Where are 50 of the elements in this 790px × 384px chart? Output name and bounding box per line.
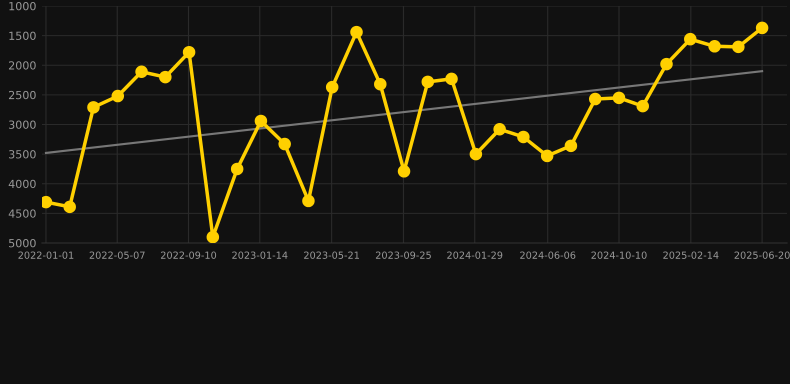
y-tick-label: 2000 [8,61,36,70]
y-tick-label: 1500 [9,32,36,40]
x-tick-label: 2024-10-10 [591,252,647,259]
point [422,76,434,88]
x-tick-label: 2023-01-14 [232,252,288,259]
y-tick-label: 4000 [8,180,36,188]
x-tick-label: 2024-06-06 [520,252,576,259]
point [326,80,338,94]
y-tick-label: 1000 [9,2,36,10]
point [612,92,626,104]
x-tick-label: 2023-09-25 [376,252,431,259]
point [230,162,244,176]
point [493,122,506,136]
point [732,40,745,54]
point [206,230,220,243]
point [517,130,530,144]
point [540,150,554,162]
y-tick-label: 4500 [8,209,36,218]
x-tick-label: 2022-01-01 [18,252,74,259]
point [588,92,602,106]
point [564,140,578,152]
point [660,58,673,70]
point [302,194,315,208]
point [159,70,172,84]
point [87,101,100,114]
y-tick-label: 2500 [8,90,36,100]
point [135,66,148,78]
x-tick-label: 2022-05-07 [90,252,145,259]
point [708,40,721,53]
point [398,165,410,178]
x-tick-label: 2025-06-20 [734,252,790,259]
point [756,22,768,34]
point [636,100,649,112]
point [374,78,387,90]
point [470,148,482,160]
y-tick-label: 5000 [9,238,36,248]
x-tick-label: 2023-05-21 [304,252,359,259]
x-tick-label: 2024-01-29 [447,252,502,259]
point [254,114,268,128]
y-tick-label: 3500 [9,150,36,159]
point [63,200,76,214]
x-tick-label: 2022-09-10 [160,252,216,259]
point [112,90,124,102]
point [182,46,196,58]
point [350,26,363,38]
point [278,138,291,150]
point [445,72,458,86]
point [684,32,697,46]
y-tick-label: 3000 [9,120,36,129]
x-tick-label: 2025-02-14 [663,252,719,259]
